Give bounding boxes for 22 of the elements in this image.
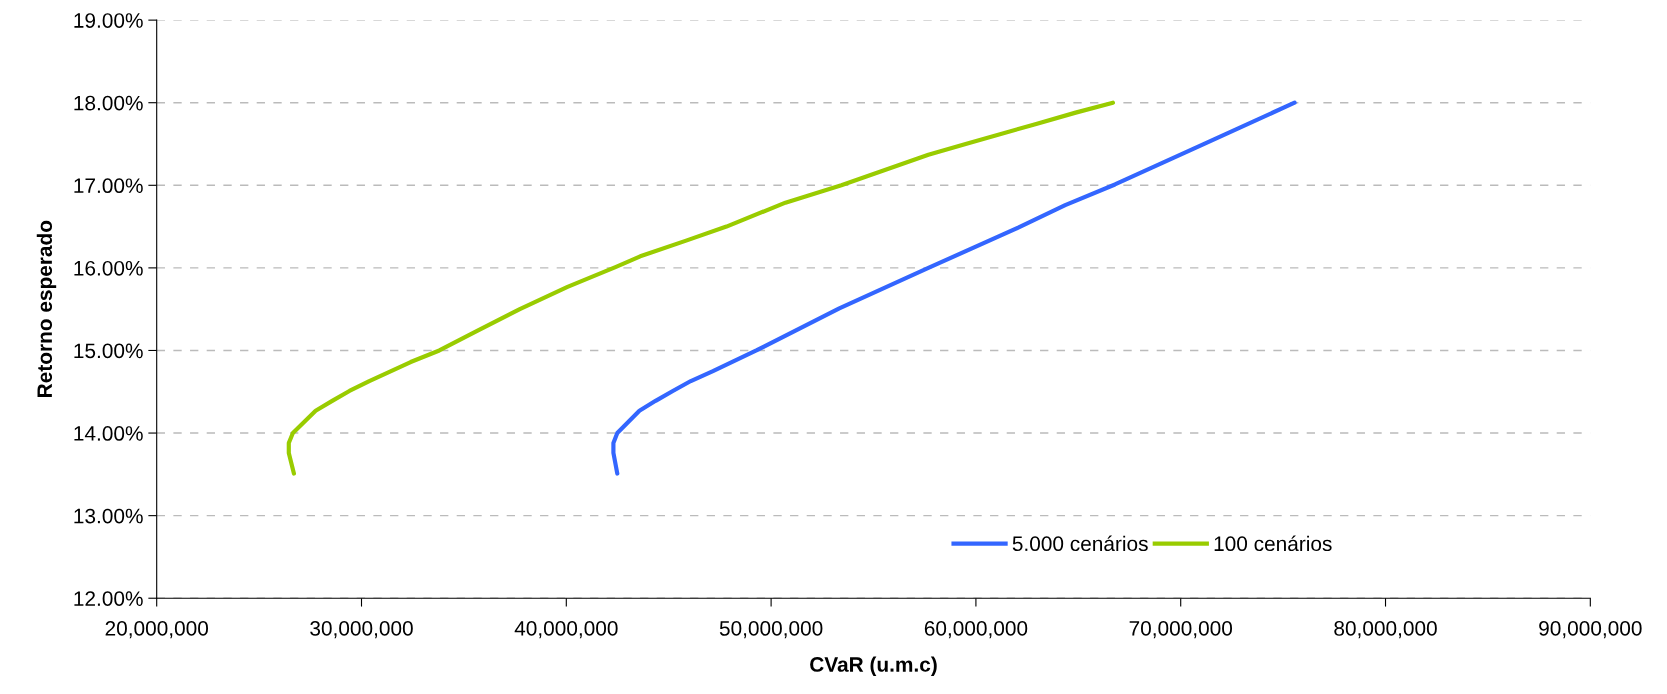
y-tick-label: 15.00% [74, 343, 143, 359]
x-tick-label: 20,000,000 [105, 621, 209, 639]
line-series [286, 100, 1116, 476]
x-tick-label: 60,000,000 [924, 621, 1028, 639]
legend-label: 5.000 cenários [1012, 535, 1148, 552]
y-tick-label: 17.00% [74, 178, 143, 194]
y-tick-label: 19.00% [74, 13, 143, 28]
x-tick-label: 40,000,000 [514, 621, 618, 639]
y-tick-label: 14.00% [74, 426, 143, 441]
x-axis-title: CVaR (u.m.c) [810, 656, 937, 676]
x-tick-label: 80,000,000 [1334, 621, 1437, 639]
x-tick-label: 30,000,000 [310, 621, 413, 639]
y-tick-label: 13.00% [74, 508, 143, 524]
legend-label: 100 cenários [1214, 535, 1332, 552]
x-tick-label: 90,000,000 [1539, 621, 1642, 639]
x-tick-label: 70,000,000 [1129, 621, 1233, 639]
x-tick-label: 50,000,000 [719, 621, 823, 639]
y-tick-label: 16.00% [74, 260, 143, 276]
y-tick-label: 18.00% [74, 95, 143, 111]
y-tick-label: 12.00% [74, 591, 143, 606]
y-axis-title: Retorno esperado [36, 220, 57, 397]
line-series [611, 100, 1297, 476]
